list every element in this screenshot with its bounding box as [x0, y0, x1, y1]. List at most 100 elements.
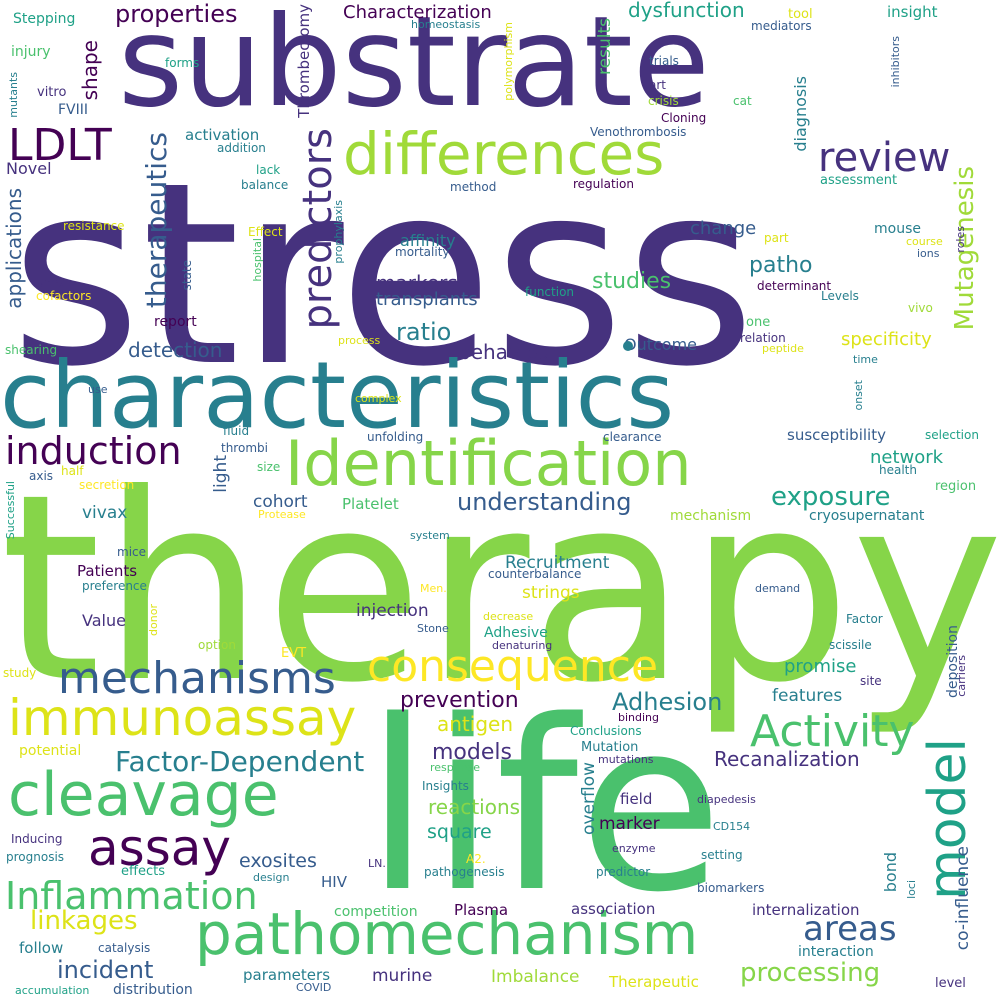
word: Platelet	[342, 495, 399, 513]
word: trials	[649, 54, 679, 68]
word: shear	[37, 276, 71, 290]
word: antigen	[437, 712, 514, 736]
word: pathomechanism	[195, 900, 699, 968]
word: activation	[185, 126, 260, 144]
word: square	[427, 821, 492, 843]
word: shearing	[5, 343, 58, 357]
word: option	[198, 638, 236, 652]
word: promise	[784, 656, 857, 677]
word: Value	[82, 611, 126, 630]
word: Imbalance	[491, 967, 580, 987]
word: system	[410, 529, 450, 542]
word: forms	[165, 56, 200, 70]
word: properties	[115, 0, 238, 28]
word: linkages	[30, 906, 138, 936]
word: EVT	[281, 646, 307, 661]
word: induction	[5, 429, 182, 473]
word: assay	[88, 819, 231, 877]
word: results	[595, 18, 615, 75]
word: cryosupernatant	[809, 508, 925, 524]
word: network	[870, 447, 944, 468]
word: method	[450, 180, 497, 194]
word: process	[338, 334, 381, 347]
word: Successful	[4, 481, 17, 540]
word: cleavage	[8, 760, 279, 830]
word: course	[906, 235, 943, 248]
word: polymorphism	[502, 22, 515, 101]
word: demand	[755, 582, 801, 595]
word: Insights	[422, 779, 469, 793]
word: one	[746, 315, 771, 330]
word: COVID	[296, 981, 332, 994]
word: decrease	[483, 610, 534, 623]
word: therapeutics	[140, 132, 173, 309]
word: state	[180, 260, 194, 291]
word: preference	[82, 579, 147, 593]
word: Thrombectomy	[295, 4, 313, 118]
word: hospital	[251, 238, 264, 282]
word: effects	[121, 864, 165, 879]
word: murine	[372, 966, 433, 986]
word: processing	[740, 958, 881, 988]
word: injury	[11, 44, 51, 60]
word: crisis	[648, 94, 679, 108]
word: enzyme	[612, 842, 656, 855]
word: interaction	[798, 944, 874, 960]
word: substrate	[118, 0, 710, 135]
word: FVIII	[58, 102, 89, 118]
word: dysfunction	[628, 0, 745, 22]
word: relation	[740, 331, 786, 345]
word: time	[853, 353, 878, 366]
word: vivax	[82, 503, 128, 523]
word: cat	[733, 94, 752, 108]
word: study	[3, 666, 37, 680]
word: exposure	[771, 482, 891, 512]
word: mutants	[7, 72, 20, 118]
word: consequence	[367, 641, 659, 692]
word: insight	[887, 3, 938, 21]
word: lack	[256, 163, 281, 177]
word: strings	[522, 583, 580, 603]
word: Stepping	[13, 11, 76, 27]
word: Novel	[6, 159, 52, 178]
word: behaviour	[458, 340, 559, 364]
word: characteristics	[0, 342, 675, 449]
word: roles	[954, 226, 967, 253]
word: accumulation	[15, 984, 90, 997]
word: mechanism	[670, 508, 752, 524]
word: Recanalization	[714, 747, 860, 771]
word: markers	[376, 271, 458, 295]
word: homeostasis	[411, 18, 481, 31]
word: mortality	[395, 245, 450, 259]
word: pathogenesis	[424, 865, 505, 879]
word: mediators	[751, 19, 812, 33]
word: unfolding	[367, 430, 424, 444]
word: stress	[10, 129, 756, 422]
word: ratio	[396, 318, 452, 346]
word: co-influence	[953, 846, 973, 951]
word: Patients	[77, 562, 138, 580]
word: parameters	[243, 966, 331, 984]
word: models	[432, 740, 512, 765]
word: Characterization	[343, 2, 492, 23]
word: ions	[917, 247, 940, 260]
word: therapy	[0, 439, 1000, 739]
word: Factor-Dependent	[115, 745, 365, 778]
word: potential	[19, 743, 82, 759]
word: Mutation	[581, 740, 639, 755]
word: exosites	[239, 850, 317, 872]
word: use	[88, 383, 108, 396]
word: Cloning	[661, 111, 707, 125]
word: association	[571, 900, 656, 918]
word: report	[154, 314, 197, 330]
word: Venothrombosis	[590, 125, 687, 139]
word: vivo	[908, 301, 933, 315]
word: half	[61, 464, 84, 478]
word: assessment	[820, 173, 898, 188]
word: susceptibility	[787, 426, 886, 444]
word: Inducing	[11, 832, 63, 846]
word: Activity	[750, 706, 915, 757]
word: secretion	[79, 478, 135, 492]
word: carriers	[955, 655, 968, 697]
word: mice	[117, 545, 147, 559]
